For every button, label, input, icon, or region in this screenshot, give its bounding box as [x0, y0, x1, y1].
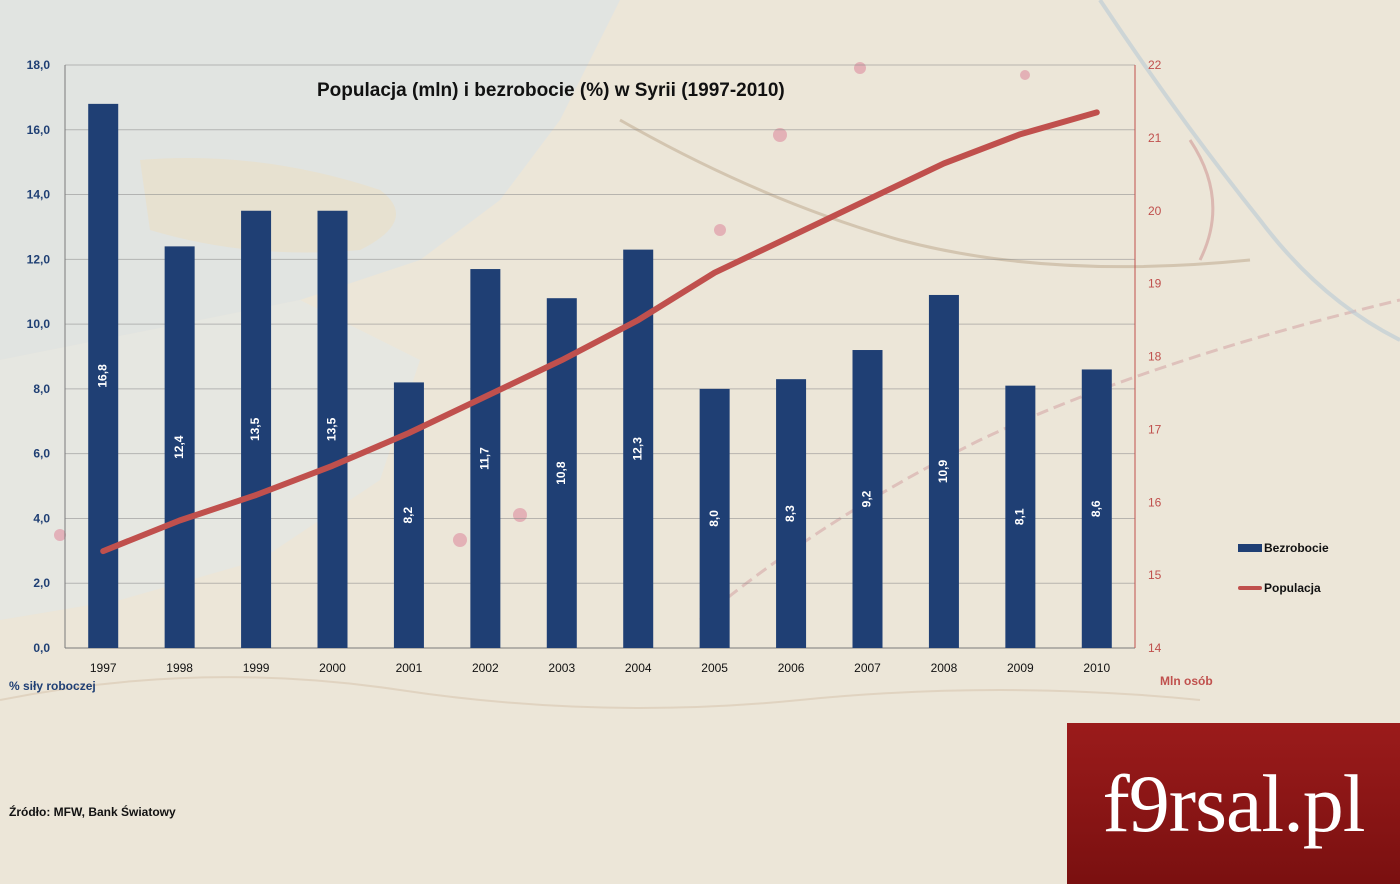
right-axis: 14 15 16 17 18 19 20 21 22 [1134, 58, 1162, 655]
legend-swatch-bar [1238, 544, 1262, 552]
x-tick-label: 2010 [1083, 661, 1110, 675]
source-note: Źródło: MFW, Bank Światowy [9, 805, 176, 819]
x-tick-label: 2001 [396, 661, 423, 675]
x-tick-label: 2007 [854, 661, 881, 675]
bar-value-label: 10,8 [554, 461, 568, 485]
bar [852, 350, 883, 648]
bar [88, 103, 119, 648]
x-tick-label: 2008 [931, 661, 958, 675]
bar [470, 269, 501, 648]
bar-value-label: 12,3 [630, 437, 644, 461]
bar-value-label: 10,9 [936, 459, 950, 483]
x-tick-label: 2004 [625, 661, 652, 675]
x-tick-label: 2009 [1007, 661, 1034, 675]
left-tick-label: 12,0 [27, 252, 51, 266]
legend-item-populacja: Populacja [1238, 578, 1329, 598]
bar [241, 210, 272, 648]
left-tick-label: 2,0 [33, 576, 50, 590]
bar [1081, 369, 1112, 648]
left-tick-label: 16,0 [27, 123, 51, 137]
legend-label-bezrobocie: Bezrobocie [1264, 541, 1329, 555]
bar-value-label: 8,1 [1013, 508, 1027, 525]
left-tick-label: 8,0 [33, 382, 50, 396]
right-tick-label: 17 [1148, 422, 1162, 436]
legend-swatch-line [1238, 586, 1262, 590]
right-tick-label: 22 [1148, 58, 1162, 72]
x-tick-label: 1998 [166, 661, 193, 675]
bar [699, 388, 730, 648]
x-tick-label: 2000 [319, 661, 346, 675]
bar [317, 210, 348, 648]
left-tick-label: 6,0 [33, 447, 50, 461]
population-line [100, 109, 1100, 555]
legend-item-bezrobocie: Bezrobocie [1238, 538, 1329, 558]
left-tick-label: 14,0 [27, 188, 51, 202]
population-line-path [100, 109, 1100, 555]
right-tick-label: 20 [1148, 204, 1162, 218]
bar-value-label: 8,6 [1089, 500, 1103, 517]
bar-value-label: 13,5 [248, 417, 262, 441]
right-tick-label: 14 [1148, 641, 1162, 655]
left-axis-title: % siły roboczej [9, 679, 96, 693]
bar-value-label: 8,0 [707, 510, 721, 527]
left-tick-label: 18,0 [27, 58, 51, 72]
left-tick-label: 10,0 [27, 317, 51, 331]
bar-value-label: 11,7 [478, 447, 492, 470]
left-axis: 0,0 2,0 4,0 6,0 8,0 10,0 12,0 14,0 16,0 18,0 [27, 58, 66, 655]
x-axis-labels: 1997 1998 1999 2000 2001 2002 2003 2004 2005 2006… [90, 661, 1111, 675]
bar-value-label: 12,4 [172, 435, 186, 459]
right-tick-label: 16 [1148, 495, 1162, 509]
bar [164, 246, 195, 648]
left-tick-label: 4,0 [33, 511, 50, 525]
bar-value-label: 8,2 [401, 507, 415, 524]
x-tick-label: 1997 [90, 661, 117, 675]
forsal-logo[interactable]: f9rsal.pl [1067, 723, 1400, 884]
left-tick-label: 0,0 [33, 641, 50, 655]
bar [928, 294, 959, 648]
bar-data-labels: 16,8 12,4 13,5 13,5 8,2 11,7 10,8 12,3 8,0 8,3 9,2… [95, 364, 1103, 527]
right-tick-label: 21 [1148, 131, 1162, 145]
bar [776, 379, 807, 648]
logo-text: f9rsal.pl [1102, 757, 1366, 849]
x-tick-label: 2005 [701, 661, 728, 675]
x-tick-label: 2006 [778, 661, 805, 675]
unemployment-bars [88, 103, 1112, 648]
legend-label-populacja: Populacja [1264, 581, 1321, 595]
right-axis-title: Mln osób [1160, 674, 1213, 688]
bar-value-label: 8,3 [783, 505, 797, 522]
bar-value-label: 9,2 [860, 490, 874, 507]
x-tick-label: 1999 [243, 661, 270, 675]
bar [1005, 385, 1036, 648]
bar-value-label: 16,8 [95, 364, 109, 388]
right-tick-label: 19 [1148, 277, 1162, 291]
x-tick-label: 2003 [548, 661, 575, 675]
chart-title: Populacja (mln) i bezrobocie (%) w Syrii… [317, 80, 785, 101]
right-tick-label: 18 [1148, 350, 1162, 364]
right-tick-label: 15 [1148, 568, 1162, 582]
bar-value-label: 13,5 [325, 417, 339, 441]
x-tick-label: 2002 [472, 661, 499, 675]
legend: Bezrobocie Populacja [1238, 538, 1329, 618]
